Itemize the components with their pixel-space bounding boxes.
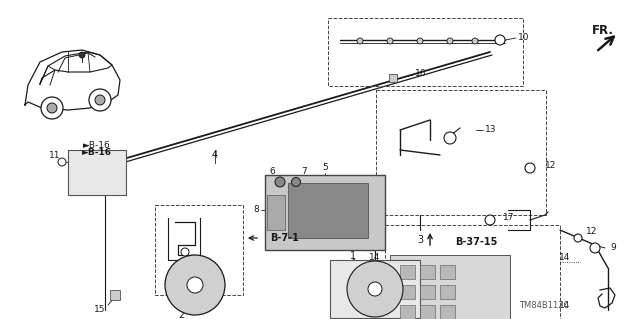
Circle shape [79,52,85,58]
Circle shape [181,248,189,256]
Text: 3: 3 [417,235,423,245]
Bar [420,305,435,319]
Text: 12: 12 [586,227,597,236]
Circle shape [187,277,203,293]
Bar [288,183,368,238]
Bar [400,265,415,279]
Text: 16: 16 [415,69,426,78]
Circle shape [89,89,111,111]
Circle shape [291,177,301,187]
Bar [68,150,126,195]
Circle shape [47,103,57,113]
Circle shape [472,38,478,44]
Circle shape [495,35,505,45]
Bar [420,265,435,279]
Circle shape [590,243,600,253]
Circle shape [58,158,66,166]
Text: 4: 4 [212,150,218,160]
Text: 15: 15 [93,306,105,315]
Circle shape [347,261,403,317]
Bar [440,265,455,279]
Text: ►B-16: ►B-16 [82,148,112,157]
Text: 11: 11 [49,151,61,160]
Text: 1: 1 [350,251,356,261]
Bar [400,305,415,319]
Bar [420,285,435,299]
Circle shape [525,163,535,173]
Circle shape [165,255,225,315]
Bar [110,290,120,300]
Text: 14: 14 [559,254,571,263]
Text: 13: 13 [485,125,497,135]
Bar [328,18,523,86]
Text: FR.: FR. [592,24,614,37]
Circle shape [485,215,495,225]
Circle shape [447,38,453,44]
Bar [265,175,385,250]
Text: 2: 2 [178,310,184,319]
Bar [376,90,546,215]
Text: 17: 17 [503,213,515,222]
Text: ►B-16: ►B-16 [83,140,111,150]
Bar [440,285,455,299]
Bar [385,225,560,319]
Bar [267,195,285,230]
Text: 14: 14 [369,273,381,283]
Text: 14: 14 [369,254,381,263]
Circle shape [368,282,382,296]
Circle shape [95,95,105,105]
Bar [390,255,510,319]
Text: B-37-15: B-37-15 [455,237,497,247]
Circle shape [41,97,63,119]
Text: B-7-1: B-7-1 [270,233,299,243]
Text: 9: 9 [610,243,616,253]
Circle shape [387,38,393,44]
Circle shape [357,38,363,44]
Circle shape [444,132,456,144]
Text: 10: 10 [518,33,529,41]
Text: TM84B1120: TM84B1120 [519,300,569,309]
Text: 8: 8 [253,205,259,214]
Circle shape [417,38,423,44]
Bar [330,260,420,318]
Text: 6: 6 [269,167,275,176]
Text: 5: 5 [322,164,328,173]
Text: 7: 7 [301,167,307,176]
Bar [440,305,455,319]
Bar [389,74,397,82]
Text: 14: 14 [559,300,571,309]
Bar [155,205,243,295]
Circle shape [275,177,285,187]
Bar [400,285,415,299]
Circle shape [574,234,582,242]
Text: 12: 12 [545,160,556,169]
